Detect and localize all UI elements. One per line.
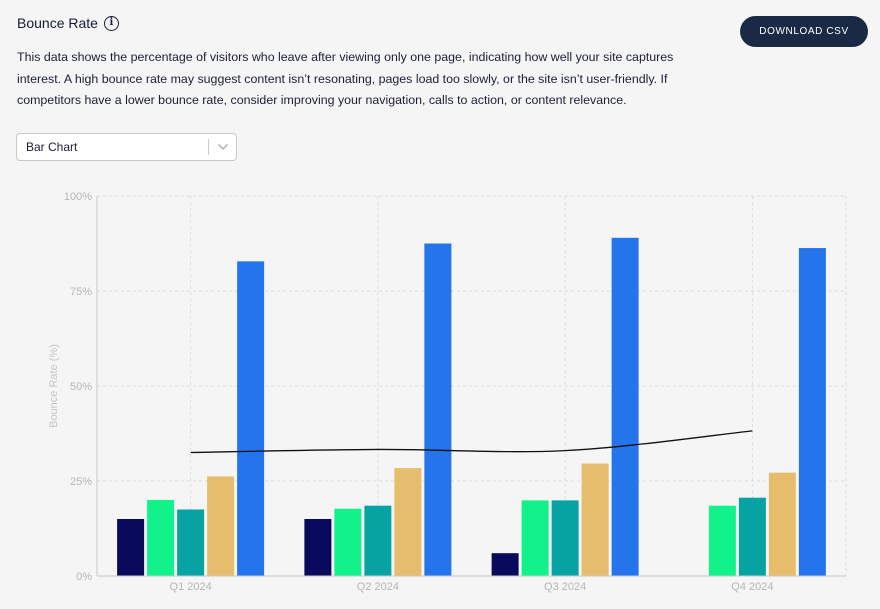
trend-line [190,430,753,454]
y-tick-label: 50% [70,381,92,393]
chevron-down-icon[interactable] [209,143,236,151]
bar[interactable] [207,476,235,576]
chart-axes [96,196,846,577]
bar[interactable] [147,500,175,576]
x-tick-label: Q2 2024 [357,581,399,593]
y-tick-label: 100% [64,191,92,203]
y-tick-label: 0% [76,571,92,583]
x-tick-label: Q4 2024 [731,581,773,593]
bar[interactable] [237,261,265,576]
chart-type-value: Bar Chart [26,140,78,154]
bar[interactable] [738,497,766,576]
header: Bounce Rate i [17,15,119,31]
bar[interactable] [117,519,145,576]
bar[interactable] [551,500,579,576]
bar[interactable] [798,248,826,576]
x-tick-label: Q3 2024 [544,581,586,593]
bar[interactable] [611,237,639,577]
bar[interactable] [708,505,736,576]
bar[interactable] [177,509,205,577]
page-title: Bounce Rate [17,15,98,31]
chart-grid [97,195,847,576]
bar[interactable] [424,243,452,577]
chart-type-select[interactable]: Bar Chart [16,133,237,161]
description: This data shows the percentage of visito… [17,50,674,107]
y-axis-label: Bounce Rate (%) [48,344,60,428]
bar[interactable] [334,508,362,576]
download-csv-button[interactable]: DOWNLOAD CSV [740,16,868,47]
chart-labels: 0% 25% 50% 75% 100% Q1 2024 Q2 2024 Q3 2024 Q4 2… [48,191,773,593]
bar[interactable] [364,505,392,576]
select-separator [208,139,209,155]
bar[interactable] [491,553,519,576]
bar[interactable] [768,472,796,576]
chart-trend-line [190,430,753,454]
bar[interactable] [394,468,422,576]
y-tick-label: 25% [70,476,92,488]
x-tick-label: Q1 2024 [170,581,212,593]
y-tick-label: 75% [70,286,92,298]
info-icon[interactable]: i [103,15,119,31]
bar[interactable] [304,519,332,576]
chart-bars [117,237,826,577]
bar[interactable] [581,463,609,576]
bar[interactable] [521,500,549,576]
